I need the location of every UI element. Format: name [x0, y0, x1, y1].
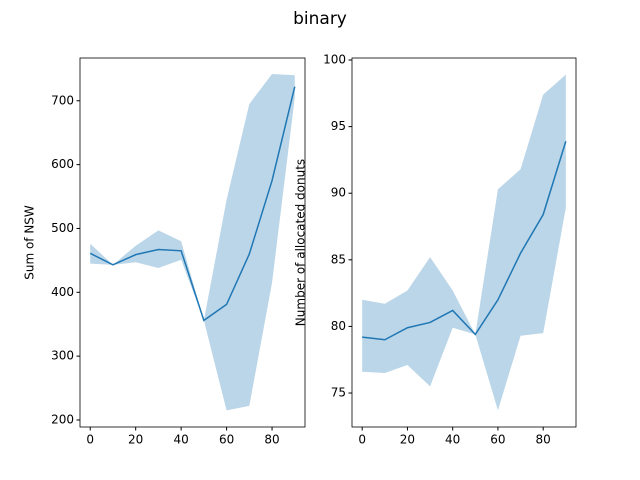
mean-line: [89, 86, 296, 322]
mean-line: [362, 141, 567, 341]
x-tick-label: 80: [264, 433, 279, 447]
confidence-band: [362, 74, 566, 411]
axes-frame: [351, 57, 577, 428]
x-tick-label: 20: [400, 433, 415, 447]
y-tick-label: 300: [51, 349, 74, 363]
y-axis-label: Number of allocated donuts: [294, 159, 308, 326]
y-tick-label: 90: [331, 186, 346, 200]
figure-title: binary: [293, 9, 347, 29]
confidence-band: [90, 73, 295, 411]
x-tick-label: 80: [536, 433, 551, 447]
y-tick-label: 75: [331, 386, 346, 400]
y-tick-label: 400: [51, 285, 74, 299]
x-tick-label: 40: [173, 433, 188, 447]
y-tick-label: 700: [51, 93, 74, 107]
x-tick-label: 0: [358, 433, 366, 447]
y-tick-label: 80: [331, 319, 346, 333]
x-tick-label: 60: [219, 433, 234, 447]
x-tick-label: 0: [86, 433, 94, 447]
y-axis-label: Sum of NSW: [23, 205, 37, 280]
x-tick-label: 20: [128, 433, 143, 447]
y-tick-label: 100: [323, 52, 346, 66]
y-tick-label: 95: [331, 119, 346, 133]
y-tick-label: 200: [51, 412, 74, 426]
y-tick-label: 600: [51, 157, 74, 171]
x-tick-label: 60: [490, 433, 505, 447]
x-tick-label: 40: [445, 433, 460, 447]
y-tick-label: 500: [51, 221, 74, 235]
y-tick-label: 85: [331, 252, 346, 266]
axes-frame: [79, 57, 306, 428]
